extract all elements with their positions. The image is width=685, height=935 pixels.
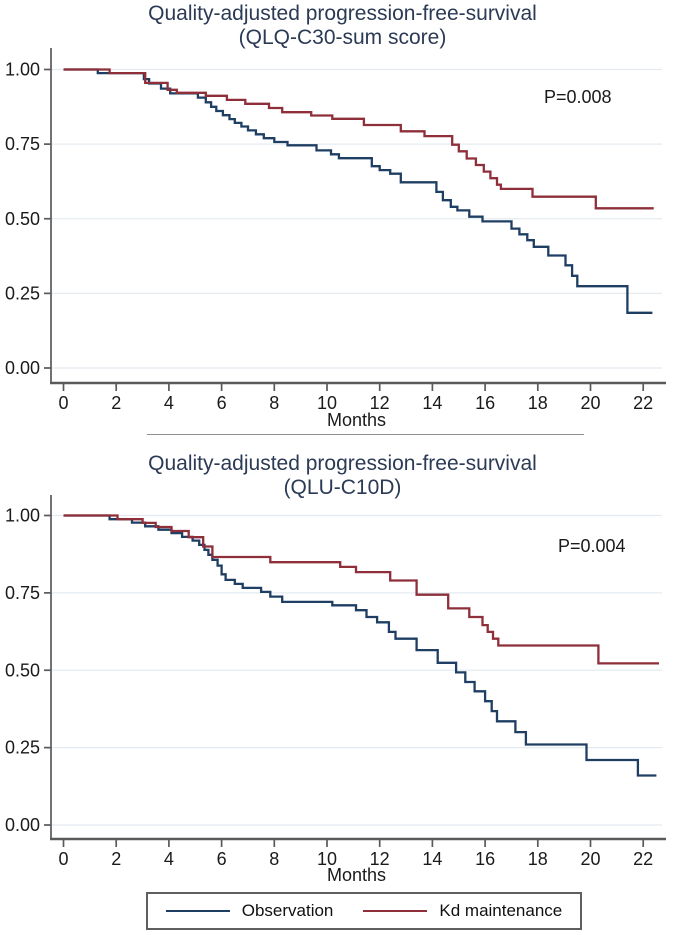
chart2-x-axis-title: Months xyxy=(326,865,387,885)
kd-maintenance-line-swatch xyxy=(363,910,428,912)
y-tick-label: 0.25 xyxy=(5,283,40,303)
legend-item-kd-maintenance: Kd maintenance xyxy=(363,901,562,921)
y-tick-label: 0.00 xyxy=(5,358,40,378)
y-tick-label: 0.75 xyxy=(5,134,40,154)
x-tick-label: 4 xyxy=(164,393,174,413)
x-tick-label: 8 xyxy=(269,393,279,413)
survival-curve-kd-maintenance xyxy=(63,514,659,665)
x-tick-label: 2 xyxy=(111,849,121,869)
survival-curve-observation xyxy=(63,514,657,777)
x-tick-label: 14 xyxy=(422,393,442,413)
x-tick-label: 20 xyxy=(580,393,600,413)
legend-item-observation: Observation xyxy=(165,901,334,921)
x-tick-label: 12 xyxy=(370,393,390,413)
x-tick-label: 10 xyxy=(317,393,337,413)
y-tick-label: 0.00 xyxy=(5,815,40,835)
chart2-pvalue: P=0.004 xyxy=(558,536,626,556)
y-tick-label: 0.50 xyxy=(5,660,40,680)
x-tick-label: 20 xyxy=(580,849,600,869)
chart1-pvalue: P=0.008 xyxy=(544,87,612,107)
survival-curve-kd-maintenance xyxy=(63,68,654,210)
chart1-title-line1: Quality-adjusted progression-free-surviv… xyxy=(148,2,537,25)
chart1-x-axis-title: Months xyxy=(326,410,387,430)
y-tick-label: 0.75 xyxy=(5,583,40,603)
chart2-title-line2: (QLU-C10D) xyxy=(283,476,402,499)
chart1-title: Quality-adjusted progression-free-surviv… xyxy=(0,2,685,50)
x-tick-label: 18 xyxy=(528,849,548,869)
y-tick-label: 1.00 xyxy=(5,506,40,526)
chart2-title: Quality-adjusted progression-free-surviv… xyxy=(0,452,685,500)
x-tick-label: 6 xyxy=(217,393,227,413)
x-tick-label: 0 xyxy=(58,849,68,869)
x-tick-label: 18 xyxy=(528,393,548,413)
x-tick-label: 10 xyxy=(317,849,337,869)
x-tick-label: 16 xyxy=(475,849,495,869)
observation-line-swatch xyxy=(165,910,230,912)
y-tick-label: 1.00 xyxy=(5,60,40,80)
km-chart-qlu-c10d: 1.00 0.75 0.50 0.25 0.00 0 2 4 6 8 10 12 14 16 18 20 22 xyxy=(5,495,666,869)
legend: Observation Kd maintenance xyxy=(146,892,582,930)
chart2-title-line1: Quality-adjusted progression-free-surviv… xyxy=(148,452,537,475)
x-tick-label: 16 xyxy=(475,393,495,413)
x-tick-label: 22 xyxy=(633,849,653,869)
km-chart-qlq-c30: 1.00 0.75 0.50 0.25 0.00 0 2 4 6 8 10 12 14 16 18 20 22 xyxy=(5,48,666,413)
x-tick-label: 22 xyxy=(633,393,653,413)
x-tick-label: 6 xyxy=(217,849,227,869)
chart1-title-line2: (QLQ-C30-sum score) xyxy=(238,26,447,49)
x-tick-label: 14 xyxy=(422,849,442,869)
x-tick-label: 8 xyxy=(269,849,279,869)
survival-curve-observation xyxy=(63,68,653,314)
x-tick-label: 0 xyxy=(58,393,68,413)
legend-label-observation: Observation xyxy=(241,901,334,920)
legend-label-kd-maintenance: Kd maintenance xyxy=(439,901,563,920)
y-tick-label: 0.50 xyxy=(5,209,40,229)
x-tick-label: 2 xyxy=(111,393,121,413)
x-tick-label: 4 xyxy=(164,849,174,869)
y-tick-label: 0.25 xyxy=(5,738,40,758)
x-tick-label: 12 xyxy=(370,849,390,869)
section-divider xyxy=(147,434,584,435)
